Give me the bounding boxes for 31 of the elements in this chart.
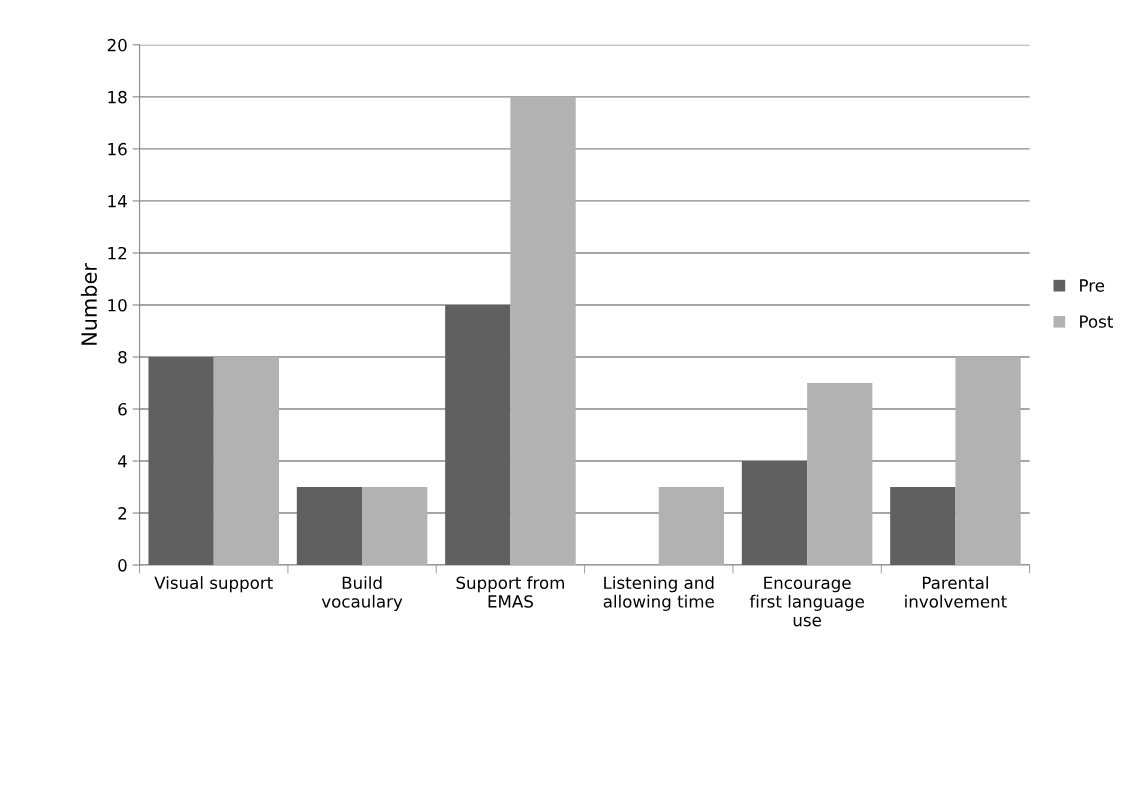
legend-label: Post <box>1080 315 1113 328</box>
bar <box>658 487 725 566</box>
y-tick-label: 0 <box>118 559 127 572</box>
bar <box>296 487 363 566</box>
x-tick-label: Parental involvement <box>905 576 1007 608</box>
bar <box>955 356 1021 566</box>
legend-label: Pre <box>1080 279 1105 292</box>
bar <box>445 304 511 566</box>
bar <box>362 487 428 566</box>
y-tick-label: 10 <box>108 298 127 312</box>
y-tick-label: 8 <box>118 350 127 364</box>
y-tick-label: 18 <box>108 90 127 104</box>
bar <box>213 356 280 566</box>
y-tick-label: 6 <box>118 402 127 416</box>
y-tick-label: 14 <box>108 195 127 208</box>
y-tick-label: 4 <box>117 455 127 468</box>
x-tick-label: Listening and allowing time <box>603 576 714 611</box>
bar <box>890 487 956 566</box>
x-tick-label: Visual support <box>154 576 273 593</box>
y-tick-label: 12 <box>108 246 127 260</box>
x-tick-label: Encourage first language use <box>749 576 864 627</box>
bar <box>510 96 576 566</box>
y-tick-label: 16 <box>108 142 127 156</box>
x-tick-label: Support from EMAS <box>456 576 564 608</box>
y-axis-title: Number <box>80 263 97 345</box>
y-tick-label: 2 <box>118 507 127 520</box>
x-tick-label: Build vocaulary <box>321 576 403 611</box>
bar <box>807 382 873 566</box>
bar <box>741 461 808 566</box>
y-tick-label: 20 <box>107 38 127 52</box>
bar <box>148 356 214 566</box>
